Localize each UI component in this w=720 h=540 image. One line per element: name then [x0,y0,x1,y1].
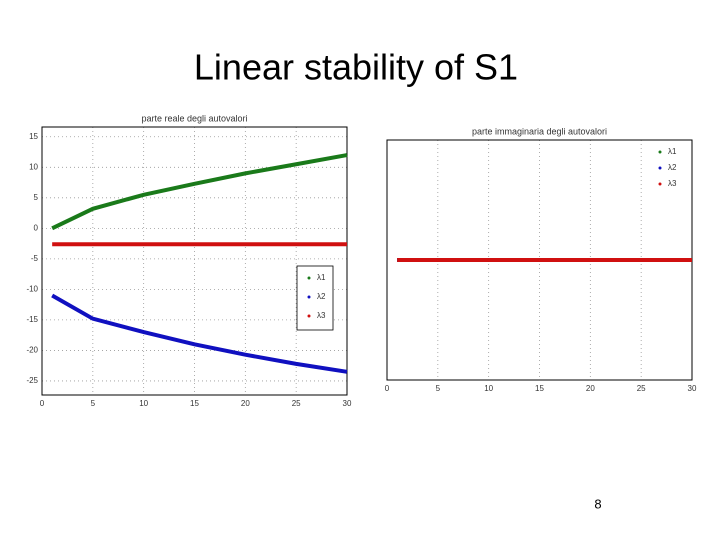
x-tick-label: 20 [586,384,595,393]
y-tick-label: 15 [29,132,38,141]
plot-frame [41,126,348,396]
legend-label: λ3 [317,311,326,320]
x-tick-label: 0 [385,384,390,393]
y-tick-label: -25 [26,376,38,385]
x-tick-label: 30 [343,399,352,408]
legend-label: λ1 [668,147,677,156]
y-tick-label: -5 [31,254,39,263]
legend-marker [658,150,662,154]
legend-label: λ3 [668,179,677,188]
legend-marker [307,295,311,299]
legend-marker [307,314,311,318]
y-tick-label: -15 [26,315,38,324]
legend-marker [658,182,662,186]
x-tick-label: 5 [436,384,441,393]
legend-label: λ2 [668,163,677,172]
slide-title: Linear stability of S1 [194,47,518,88]
x-tick-label: 0 [40,399,45,408]
chart-title: parte immaginaria degli autovalori [472,126,607,136]
y-tick-label: -20 [26,346,38,355]
x-tick-label: 10 [484,384,493,393]
y-tick-label: 5 [34,193,39,202]
x-tick-label: 25 [292,399,301,408]
x-tick-label: 25 [637,384,646,393]
x-tick-label: 10 [139,399,148,408]
legend-marker [307,276,311,280]
x-tick-label: 15 [535,384,544,393]
x-tick-label: 30 [688,384,697,393]
series-line [51,153,348,231]
x-tick-label: 5 [91,399,96,408]
legend-label: λ2 [317,292,326,301]
legend-box [296,265,334,331]
y-tick-label: 0 [34,223,39,232]
y-tick-label: -10 [26,284,38,293]
series-line [51,293,348,374]
legend-marker [658,166,662,170]
chart-title: parte reale degli autovalori [141,113,247,123]
legend-label: λ1 [317,273,326,282]
x-tick-label: 15 [190,399,199,408]
x-tick-label: 20 [241,399,250,408]
y-tick-label: 10 [29,162,38,171]
page-number: 8 [594,496,601,511]
